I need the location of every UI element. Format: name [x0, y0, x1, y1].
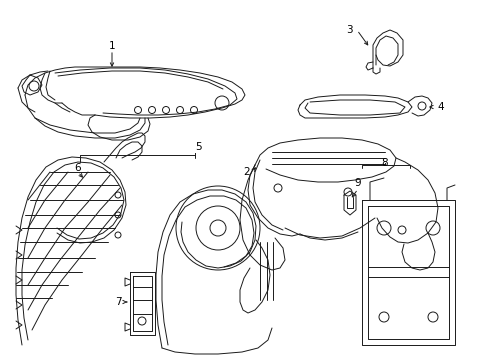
- Text: 5: 5: [194, 142, 201, 152]
- Text: 4: 4: [436, 102, 443, 112]
- Text: 3: 3: [345, 25, 351, 35]
- Text: 8: 8: [381, 158, 387, 168]
- Text: 7: 7: [115, 297, 122, 307]
- Text: 2: 2: [243, 167, 249, 177]
- Text: 1: 1: [108, 41, 115, 51]
- Text: 9: 9: [354, 178, 361, 188]
- Text: 6: 6: [75, 163, 81, 173]
